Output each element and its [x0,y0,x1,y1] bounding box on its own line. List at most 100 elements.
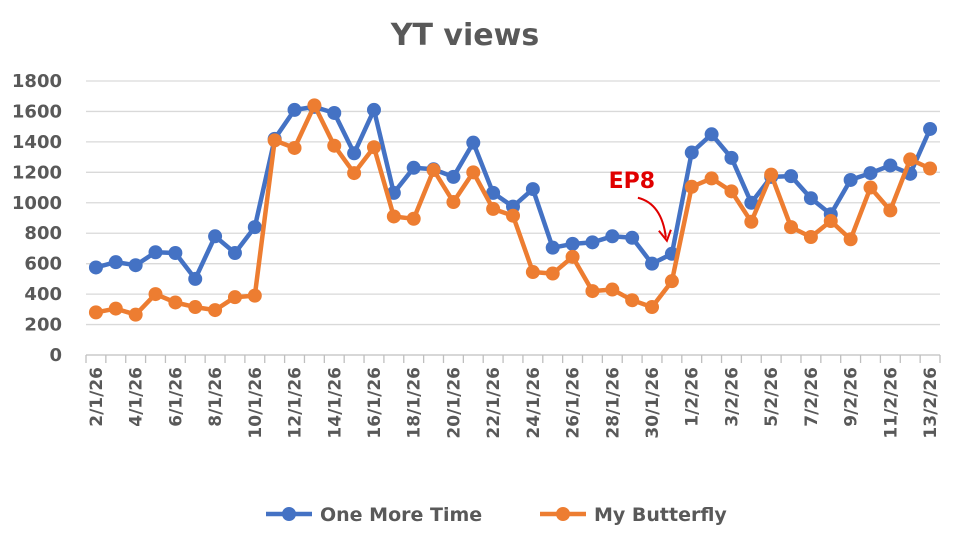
x-tick-label: 5/2/26 [762,367,782,427]
data-point [88,260,103,275]
data-point [625,293,640,308]
data-point [148,245,163,260]
data-point [208,303,223,318]
x-tick-label: 9/2/26 [842,367,862,427]
data-point [267,133,282,148]
x-tick-label: 26/1/26 [564,367,584,439]
data-point [803,230,818,245]
y-axis-ticks: 0 200 400 600 800 1000 1200 1400 1600 1800 [12,71,62,366]
x-tick-label: 7/2/26 [802,367,822,427]
data-point [327,138,342,153]
data-point [446,195,461,210]
data-point [426,163,441,178]
data-point [903,152,918,167]
data-point [287,140,302,155]
data-point [366,140,381,155]
data-point [923,121,938,136]
x-tick-label: 30/1/26 [643,367,663,439]
x-tick-label: 28/1/26 [603,367,623,439]
data-point [724,150,739,165]
data-point [545,266,560,281]
x-tick-label: 8/1/26 [206,367,226,427]
data-point [525,265,540,280]
data-point [803,191,818,206]
data-point [227,290,242,305]
data-point [486,185,501,200]
data-point [843,232,858,247]
data-point [108,301,123,316]
legend-label: My Butterfly [594,504,727,526]
annotation-arrowhead [658,229,672,243]
data-point [863,166,878,181]
data-point [88,305,103,320]
x-tick-label: 2/1/26 [87,367,107,427]
data-point [188,271,203,286]
data-point [744,195,759,210]
data-point [605,282,620,297]
data-point [565,236,580,251]
legend-label: One More Time [320,504,482,526]
data-point [466,135,481,150]
data-point [347,146,362,161]
data-point [247,288,262,303]
data-point [645,300,660,315]
data-point [188,300,203,315]
data-point [585,284,600,299]
data-point [784,220,799,235]
data-point [923,161,938,176]
series-1 [88,98,938,322]
data-point [863,180,878,195]
data-point [366,102,381,117]
x-tick-label: 18/1/26 [405,367,425,439]
data-point [704,127,719,142]
data-point [208,229,223,244]
chart-title: YT views [390,18,539,53]
data-point [883,203,898,218]
x-tick-label: 20/1/26 [444,367,464,439]
data-point [724,184,739,199]
x-tick-label: 12/1/26 [286,367,306,439]
data-point [327,105,342,120]
y-tick-label: 400 [24,284,62,305]
series-0 [88,99,938,286]
data-point [466,165,481,180]
data-point [108,255,123,270]
data-point [645,256,660,271]
data-point [168,246,183,261]
data-point [784,169,799,184]
data-point [347,166,362,181]
x-tick-label: 3/2/26 [722,367,742,427]
data-point [525,182,540,197]
data-point [883,158,898,173]
annotation-arrow [637,196,667,238]
y-tick-label: 1600 [12,101,62,122]
legend-swatch-marker [556,507,570,521]
series-layer [88,98,938,322]
x-tick-label: 24/1/26 [524,367,544,439]
data-point [625,230,640,245]
data-point [744,214,759,229]
data-point [287,102,302,117]
data-point [307,98,322,113]
legend: One More Time My Butterfly [266,504,727,526]
x-tick-label: 10/1/26 [246,367,266,439]
data-point [565,249,580,264]
data-point [823,214,838,229]
x-tick-label: 11/2/26 [881,367,901,439]
data-point [664,274,679,289]
annotation-label: EP8 [609,169,655,194]
data-point [605,229,620,244]
data-point [704,171,719,186]
data-point [446,169,461,184]
y-tick-label: 0 [49,345,62,366]
data-point [247,220,262,235]
data-point [764,167,779,182]
y-tick-label: 200 [24,315,62,336]
y-tick-label: 600 [24,254,62,275]
x-tick-label: 22/1/26 [484,367,504,439]
data-point [406,211,421,226]
x-tick-label: 6/1/26 [166,367,186,427]
data-point [684,145,699,160]
